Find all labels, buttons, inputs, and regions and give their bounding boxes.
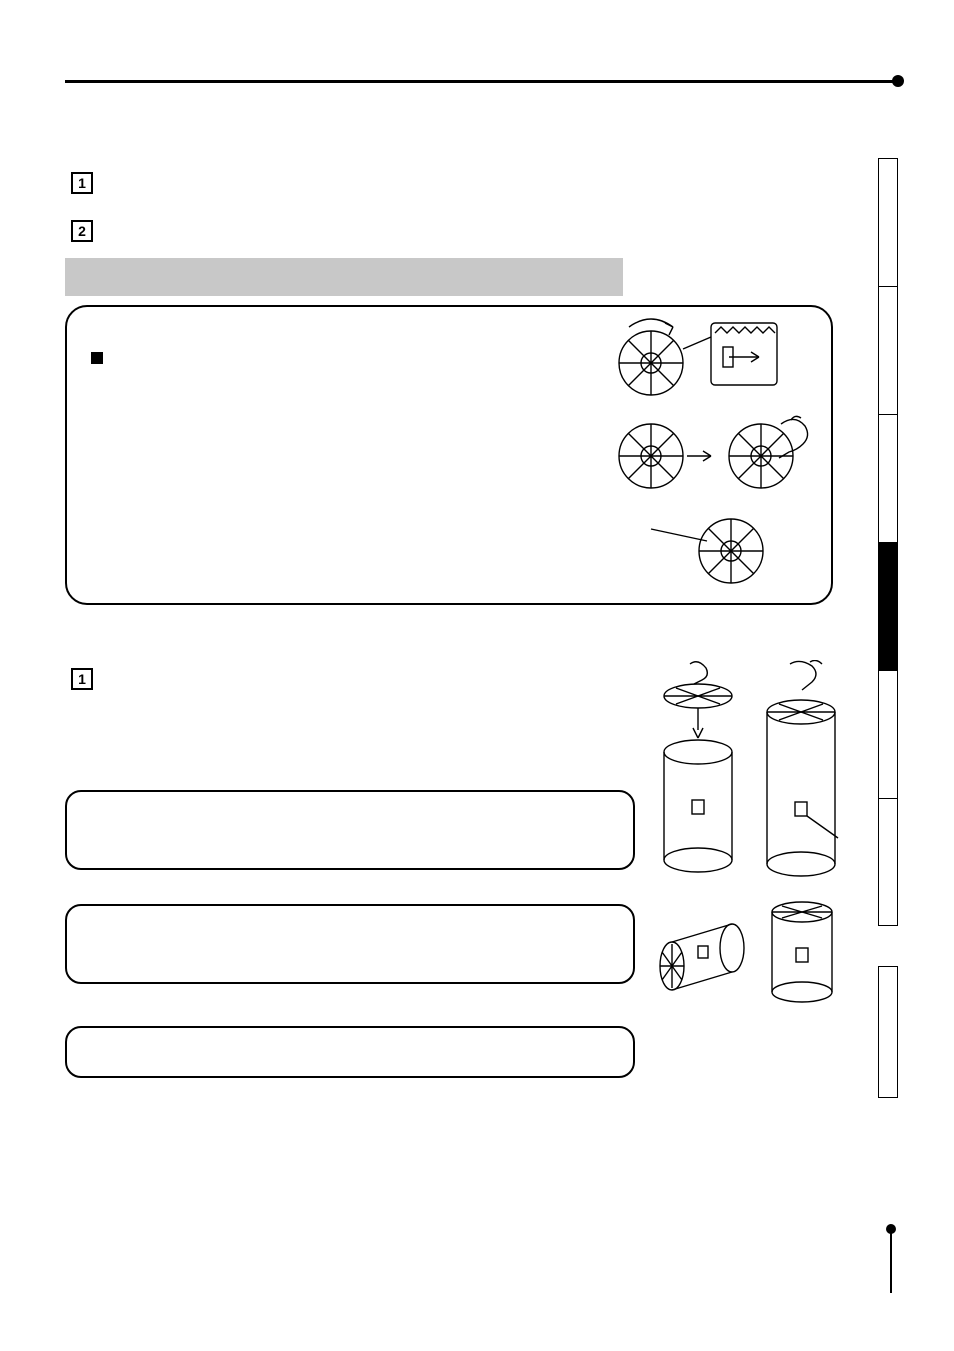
step-b1: 1 <box>71 668 101 690</box>
diagram-wheel-hand <box>611 410 821 500</box>
manual-page: 1 2 <box>0 0 954 1351</box>
info-box <box>65 305 833 605</box>
side-tab-3 <box>878 414 898 542</box>
step-number-box: 1 <box>71 172 93 194</box>
note-box-3 <box>65 1026 635 1078</box>
grey-banner-text <box>65 258 89 274</box>
diagram-press-top <box>760 660 842 882</box>
diagram-cylinder-lying <box>648 912 748 996</box>
step-a1: 1 <box>71 172 101 194</box>
step-number-box: 1 <box>71 668 93 690</box>
diagram-insert-wheel <box>648 660 748 880</box>
side-tab-1 <box>878 158 898 286</box>
diagram-wheel-pointer <box>611 505 821 595</box>
side-tab-bar-secondary <box>878 966 898 1098</box>
note-box-1 <box>65 790 635 870</box>
side-tab-4 <box>878 542 898 670</box>
footer-rule <box>890 1229 892 1293</box>
top-rule <box>65 80 898 83</box>
side-tab-6 <box>878 798 898 926</box>
side-tab-5 <box>878 670 898 798</box>
diagram-wheel-inset <box>611 317 821 405</box>
step-number-box: 2 <box>71 220 93 242</box>
step-a2: 2 <box>71 220 101 242</box>
side-tab-bar <box>878 158 898 926</box>
side-tab-2 <box>878 286 898 414</box>
bullet-icon <box>91 352 103 364</box>
note-box-2 <box>65 904 635 984</box>
info-box-diagrams <box>611 317 821 597</box>
diagram-cylinder-standing <box>766 896 838 1008</box>
grey-banner <box>65 258 623 296</box>
